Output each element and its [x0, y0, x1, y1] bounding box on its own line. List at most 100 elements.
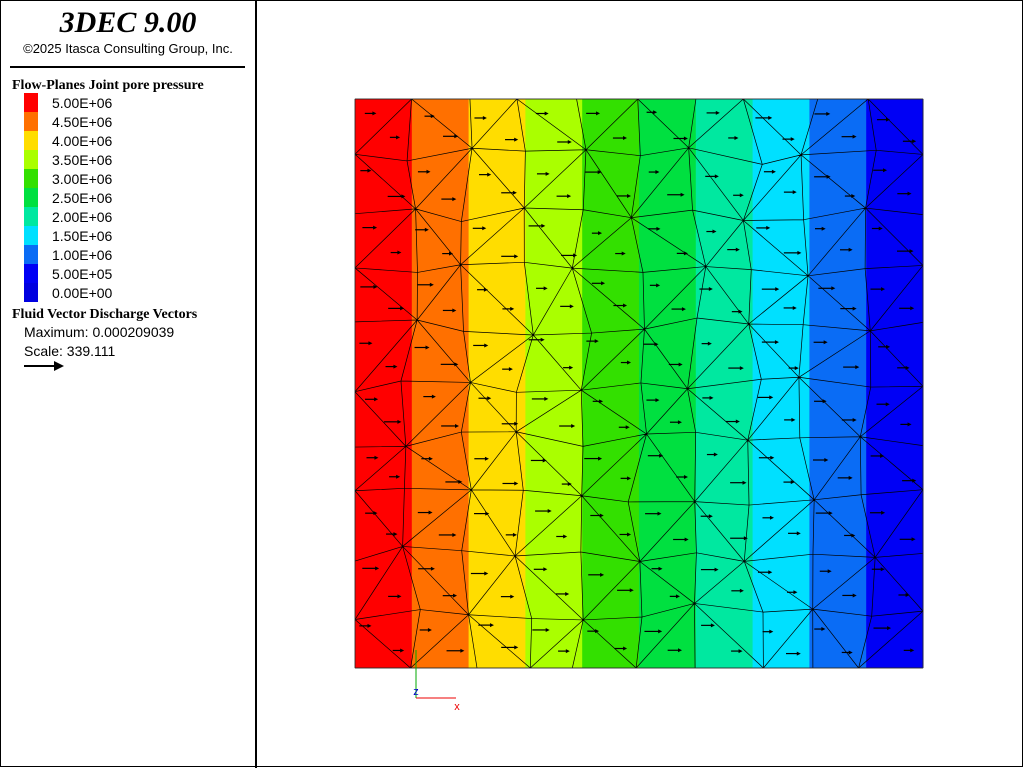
pressure-band: [468, 99, 526, 668]
pressure-band: [695, 99, 754, 668]
vectors-title: Fluid Vector Discharge Vectors: [12, 307, 198, 322]
vector-head: [598, 456, 603, 461]
pressure-band: [752, 99, 810, 668]
vector-head: [400, 306, 405, 311]
vector-head: [909, 249, 914, 254]
vector-head: [625, 425, 630, 430]
vector-head: [563, 534, 568, 539]
vector-head: [826, 174, 831, 179]
vector-head: [766, 225, 771, 230]
vector-head: [655, 170, 660, 175]
vectors-maximum: Maximum: 0.000209039: [24, 324, 174, 340]
vector-head: [565, 649, 570, 654]
vector-head: [827, 569, 832, 574]
vector-head: [683, 136, 688, 141]
vector-head: [452, 308, 457, 313]
vector-head: [544, 396, 549, 401]
vector-head: [852, 593, 857, 598]
vector-head: [831, 286, 836, 291]
plot: [354, 98, 924, 669]
vector-head: [487, 396, 492, 401]
vector-head: [541, 223, 546, 228]
vector-head: [659, 453, 664, 458]
vector-head: [430, 114, 435, 119]
pressure-band: [809, 99, 867, 668]
vector-head: [683, 475, 688, 480]
vector-head: [821, 226, 826, 231]
vector-head: [735, 247, 740, 252]
vector-head: [489, 623, 494, 628]
vector-head: [880, 453, 885, 458]
vector-head: [910, 648, 915, 653]
vector-head: [881, 287, 886, 292]
vector-head: [828, 511, 833, 516]
vector-head: [886, 117, 891, 122]
vector-head: [567, 482, 572, 487]
legend-swatch: [24, 131, 38, 150]
vector-head: [514, 137, 519, 142]
vector-head: [627, 193, 632, 198]
vector-head: [372, 111, 377, 116]
pressure-band: [639, 99, 697, 668]
vector-head: [427, 627, 432, 632]
vector-head: [792, 190, 797, 195]
vector-head: [848, 650, 853, 655]
legend-label: 4.00E+06: [52, 133, 113, 149]
vector-head: [484, 456, 489, 461]
vector-head: [714, 567, 719, 572]
vector-head: [881, 510, 886, 515]
vector-head: [569, 365, 574, 370]
vector-head: [707, 341, 712, 346]
vector-head: [599, 399, 604, 404]
vector-head: [547, 509, 552, 514]
vectors-scale: Scale: 339.111: [24, 343, 116, 359]
vector-head: [429, 282, 434, 287]
vector-head: [599, 513, 604, 518]
vector-head: [656, 226, 661, 231]
legend-label: 4.50E+06: [52, 114, 113, 130]
plot-border: [354, 98, 924, 669]
vector-head: [367, 168, 372, 173]
vector-head: [851, 194, 856, 199]
vector-head: [487, 172, 492, 177]
vector-head: [768, 115, 773, 120]
vector-head: [657, 511, 662, 516]
vector-head: [368, 341, 373, 346]
legend-label: 1.50E+06: [52, 228, 113, 244]
vector-head: [796, 531, 801, 536]
vector-head: [735, 419, 740, 424]
vector-head: [653, 110, 658, 115]
vector-head: [905, 365, 910, 370]
vector-head: [621, 251, 626, 256]
vector-head: [821, 627, 826, 632]
vector-head: [823, 340, 828, 345]
vector-head: [430, 566, 435, 571]
vector-head: [797, 250, 802, 255]
vector-head: [454, 134, 459, 139]
vector-head: [743, 536, 748, 541]
vector-head: [452, 197, 457, 202]
vector-head: [458, 479, 463, 484]
vector-head: [514, 254, 519, 259]
vector-head: [775, 287, 780, 292]
vector-head: [738, 649, 743, 654]
legend-label: 5.00E+06: [52, 95, 113, 111]
vector-head: [623, 646, 628, 651]
vector-head: [397, 250, 402, 255]
vector-head: [658, 629, 663, 634]
vector-head: [594, 339, 599, 344]
vector-head: [514, 481, 519, 486]
legend-swatch: [24, 169, 38, 188]
vector-head: [373, 511, 378, 516]
vector-head: [886, 344, 891, 349]
vector-head: [769, 629, 774, 634]
vector-head: [912, 139, 917, 144]
vector-head: [910, 306, 915, 311]
vector-head: [374, 455, 379, 460]
vector-head: [543, 567, 548, 572]
vector-head: [510, 594, 515, 599]
legend-label: 1.00E+06: [52, 247, 113, 263]
vector-head: [485, 511, 490, 516]
